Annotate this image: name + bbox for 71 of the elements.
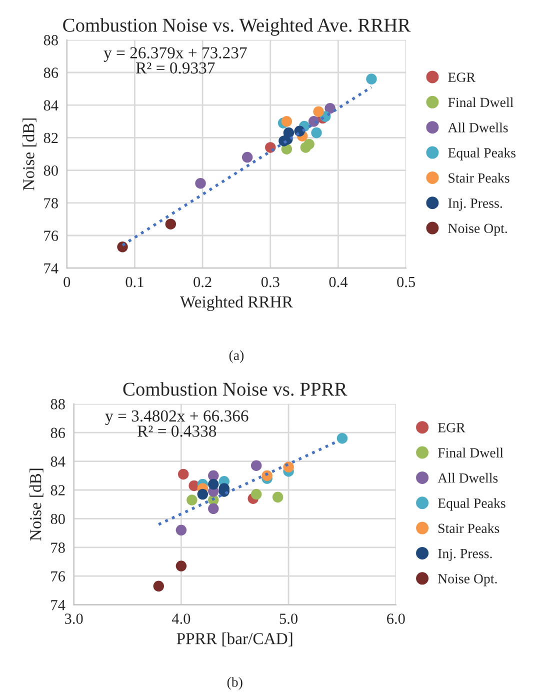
y-tick-label: 86 [44,68,58,78]
point [311,127,322,138]
legend-label: Inj. Press. [448,198,502,211]
x-tick-label: 4.0 [172,614,190,624]
x-tick-label: 0.3 [261,276,280,288]
legend-label: All Dwells [448,122,508,132]
y-tick-label: 78 [51,542,65,553]
point [153,580,164,592]
annotation: y = 26.379x + 73.237 R² = 0.9337 [104,47,247,74]
legend-label: Inj. Press. [438,548,492,562]
y-tick-label: 88 [44,35,58,46]
point [281,116,292,127]
point [250,460,262,471]
legend-label: Noise Opt. [448,224,507,236]
legend-label: EGR [438,422,466,432]
x-tick-label: 0.4 [329,276,348,288]
x-tick-label: 0 [64,276,70,288]
point [197,488,208,500]
legend-label: Stair Peaks [438,523,500,534]
point [283,462,294,472]
point [313,106,324,117]
y-tick-label: 80 [50,514,65,524]
y-tick-label: 78 [44,198,58,208]
point [176,560,187,572]
y-tick-label: 74 [51,600,66,610]
point [336,432,348,444]
legend-label: Final Dwell [438,448,504,458]
x-tick-label: 0.2 [194,276,212,288]
legend-label: Equal Peaks [448,148,516,160]
chart-title: Combustion Noise vs. PPRR [123,382,348,396]
x-tick-label: 6.0 [387,614,405,624]
point [176,524,187,536]
point [178,468,189,480]
x-axis-title: PPRR [bar/CAD] [176,632,292,646]
legend-label: Equal Peaks [438,498,506,511]
point [208,478,219,490]
x-tick-label: 3.0 [65,614,83,624]
y-tick-label: 84 [50,456,66,467]
y-tick-label: 82 [44,132,58,144]
legend-label: EGR [448,72,476,82]
point [195,178,206,189]
text: (a) [229,350,244,363]
y-tick-label: 82 [50,485,65,496]
y-tick-label: 74 [44,263,58,274]
point [250,488,262,500]
annotation: y = 3.4802x + 66.366 R² = 0.4338 [105,410,248,437]
y-tick-label: 76 [44,230,58,241]
y-tick-label: 84 [44,100,58,111]
y-tick-label: 88 [50,399,65,410]
chart-title: Combustion Noise vs. Weighted Ave. RRHR [63,18,411,36]
point [272,492,284,503]
legend-label: Noise Opt. [438,574,497,586]
point [366,74,377,84]
point [242,152,253,163]
legend-label: All Dwells [438,472,498,483]
x-tick-label: 0.1 [126,276,144,288]
legend-label: Final Dwell [448,97,514,108]
y-axis-title: Noise [dB] [30,468,44,541]
point [208,503,219,514]
point [304,138,314,150]
x-tick-label: 0.5 [397,276,416,288]
y-tick-label: 80 [44,165,58,176]
y-axis-title: Noise [dB] [22,118,36,190]
x-axis-title: Weighted RRHR [180,296,293,312]
text: (b) [227,677,242,690]
point [165,218,176,230]
y-tick-label: 76 [51,571,66,582]
x-tick-label: 5.0 [280,614,298,624]
y-tick-label: 86 [50,428,66,438]
point [186,494,198,506]
legend-label: Stair Peaks [448,172,510,183]
